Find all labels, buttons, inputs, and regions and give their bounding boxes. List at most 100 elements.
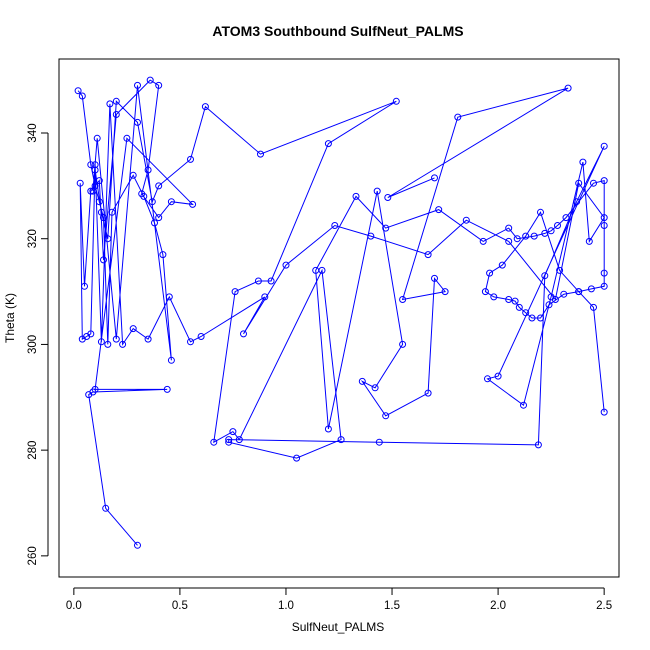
y-tick-label: 340 [27,123,39,142]
data-point [146,76,154,84]
data-point [129,325,137,333]
x-tick-label: 2.0 [490,600,506,612]
data-point [144,335,152,343]
data-point [312,266,320,274]
data-point [129,171,137,179]
data-point [600,408,608,416]
data-point [494,372,502,380]
data-point [522,232,530,240]
series-layer [74,76,608,549]
data-point [600,177,608,185]
data-point [167,198,175,206]
data-point [505,296,513,303]
data-point [511,297,519,305]
data-point [600,269,608,277]
data-point [375,438,383,446]
data-point [76,179,84,187]
data-point [560,290,568,298]
y-axis: 260 280 300 320 340 [27,123,49,565]
data-point [119,340,127,348]
data-point [522,309,530,317]
data-point [108,208,116,216]
data-point [441,288,449,296]
data-point [384,194,392,201]
data-point [95,177,103,185]
data-point [201,103,209,111]
data-point [431,174,438,182]
data-point [87,187,95,195]
data-point [81,282,88,290]
y-axis-label: Theta (K) [3,293,17,343]
data-point [600,222,608,229]
x-axis-label: SulfNeut_PALMS [292,620,385,634]
data-point [91,161,99,169]
data-point [155,182,163,190]
data-point [352,192,360,200]
x-tick-label: 2.5 [596,600,612,612]
data-point [163,385,171,393]
data-point [134,541,141,549]
data-point [600,142,608,150]
data-point [424,389,432,397]
data-point [155,214,163,222]
data-point [382,224,390,232]
data-point [74,87,82,95]
data-point [100,256,107,264]
data-point [505,237,513,245]
data-point [324,140,332,148]
data-point [225,438,233,446]
data-point [484,375,491,383]
data-point [337,436,345,444]
data-point [537,314,544,322]
data-point [165,293,173,301]
data-point [513,235,521,243]
data-point [91,166,99,174]
series-line-2 [315,87,605,430]
data-point [267,277,275,285]
data-point [486,269,494,277]
data-point [462,216,470,224]
data-point [562,214,570,222]
data-point [293,454,301,462]
data-point [240,330,247,338]
data-point [235,436,243,444]
data-point [371,384,379,392]
data-point [197,333,205,340]
data-point [89,187,97,195]
data-point [229,428,237,436]
x-tick-label: 0.0 [66,600,82,612]
data-point [189,200,197,208]
data-point [505,224,513,232]
data-point [392,97,400,105]
data-point [575,288,583,296]
y-tick-label: 280 [27,441,39,460]
x-tick-label: 1.5 [384,600,400,612]
data-point [97,338,105,346]
y-tick-label: 260 [27,546,39,565]
data-point [490,293,498,301]
data-point [151,219,158,227]
data-point [112,111,120,118]
data-point [399,340,407,348]
data-point [541,272,549,280]
data-point [254,277,262,285]
data-point [551,296,559,303]
data-point [399,296,407,303]
data-point [537,208,544,216]
data-point [435,206,443,214]
data-point [481,288,489,296]
data-point [210,438,218,446]
data-point [530,232,538,240]
data-point [282,261,290,269]
plot-area-frame [58,58,620,578]
data-point [590,303,597,311]
data-point [106,100,114,108]
data-point [564,84,572,92]
data-point [257,150,264,158]
data-point [138,190,146,198]
data-point [225,436,233,444]
data-point [144,166,152,174]
x-tick-label: 1.0 [278,600,294,612]
data-point [541,229,549,237]
